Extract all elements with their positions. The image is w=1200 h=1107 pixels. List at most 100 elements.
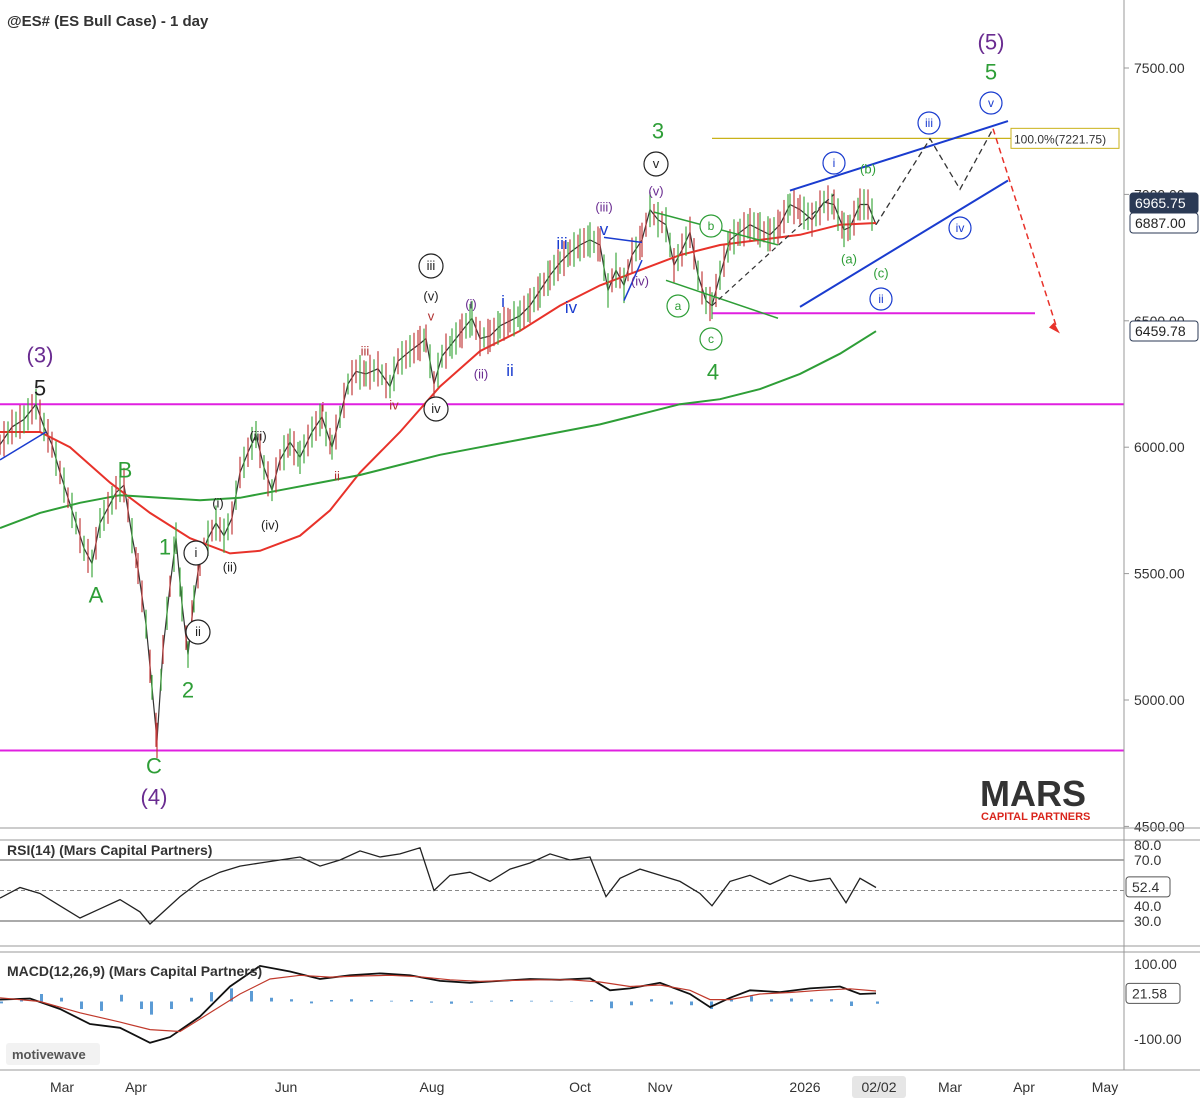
x-tick-label: Nov — [648, 1079, 673, 1095]
macd-current-label: 21.58 — [1132, 985, 1167, 1001]
macd-histogram-bar — [730, 998, 733, 1002]
wave-label-circle — [185, 619, 211, 645]
wave-label: (iv) — [631, 274, 649, 289]
wave-label-circle — [979, 91, 1003, 115]
wave-label: (5) — [978, 30, 1005, 55]
wave-label: (iii) — [249, 429, 266, 444]
rsi-panel: 80.070.0 40.030.0 52.4 — [0, 837, 1171, 929]
trend-lines — [0, 120, 1009, 461]
macd-histogram-bar — [40, 994, 43, 1002]
macd-histogram-bar — [610, 1001, 613, 1009]
wave-label-circle — [948, 216, 972, 240]
wave-label: C — [146, 754, 162, 779]
wave-label: i — [322, 400, 325, 415]
wave-label: c — [708, 332, 714, 346]
macd-histogram-bar — [390, 1000, 393, 1002]
wave-label: (iii) — [595, 200, 612, 215]
projection-down — [992, 128, 1057, 326]
rsi-tick-label: 80.0 — [1134, 837, 1161, 853]
price-bars — [0, 185, 873, 759]
trend-line — [665, 279, 779, 319]
rsi-tick-label: 30.0 — [1134, 913, 1161, 929]
wave-label-circle — [418, 253, 444, 279]
wave-label: i — [195, 545, 198, 560]
fib-label: 100.0%(7221.75) — [1014, 132, 1106, 146]
macd-panel: 100.00 -100.00 21.58 — [0, 956, 1182, 1047]
price-tick-label: 7500.00 — [1134, 60, 1185, 76]
wedge-lower — [799, 179, 1009, 308]
wave-label: iv — [565, 298, 578, 317]
price-panel: 7500.007000.006500.006000.005500.005000.… — [0, 30, 1199, 834]
macd-histogram-bar — [810, 999, 813, 1002]
macd-histogram-bar — [430, 1001, 433, 1003]
logo-tagline: CAPITAL PARTNERS — [981, 811, 1090, 823]
wave-label: iv — [956, 221, 965, 235]
x-axis: Mar Apr Jun Aug Oct Nov 2026 Mar Apr May 02/02 — [50, 1076, 1118, 1098]
wave-label: 5 — [34, 376, 46, 401]
projection-arrowhead — [1049, 322, 1060, 334]
macd-histogram-bar — [0, 1001, 3, 1004]
macd-tick-label: -100.00 — [1134, 1031, 1182, 1047]
macd-histogram-bar — [830, 999, 833, 1002]
wave-label: b — [708, 219, 715, 233]
rsi-tick-label: 40.0 — [1134, 898, 1161, 914]
wave-label: 1 — [159, 535, 171, 560]
macd-line — [0, 964, 877, 1044]
macd-histogram-bar — [170, 1001, 173, 1009]
macd-histogram-bar — [670, 1001, 673, 1005]
x-tick-label: 2026 — [789, 1079, 820, 1095]
price-label: 6965.75 — [1135, 195, 1186, 211]
wave-label: v — [653, 156, 660, 171]
wave-label: ii — [878, 292, 883, 306]
x-tick-label: Oct — [569, 1079, 591, 1095]
x-tick-label: Apr — [1013, 1079, 1035, 1095]
wave-label: iii — [556, 234, 567, 253]
wave-label-circle — [183, 540, 209, 566]
rsi-line — [0, 846, 877, 925]
macd-histogram-bar — [230, 988, 233, 1002]
watermark: motivewave — [6, 1043, 100, 1065]
wave-label-circle — [822, 151, 846, 175]
panel-frames — [0, 0, 1200, 1071]
macd-histogram-bar — [450, 1001, 453, 1004]
projection-path — [875, 128, 994, 226]
macd-histogram-bar — [140, 1001, 143, 1009]
macd-histogram-bar — [80, 1001, 83, 1009]
macd-histogram-bar — [630, 1001, 633, 1006]
macd-histogram-bar — [590, 1000, 593, 1002]
macd-histogram-bar — [150, 1001, 153, 1015]
macd-histogram-bar — [790, 998, 793, 1002]
wave-label-circle — [699, 327, 723, 351]
wave-label: (4) — [141, 785, 168, 810]
wave-label: i — [501, 292, 505, 311]
wave-label-circle — [917, 111, 941, 135]
price-tick-label: 4500.00 — [1134, 818, 1185, 834]
macd-histogram-bar — [60, 997, 63, 1002]
wave-label: 3 — [652, 119, 664, 144]
price-tick-label: 6000.00 — [1134, 439, 1185, 455]
series-ma-fast — [0, 222, 877, 555]
rsi-tick-label: 70.0 — [1134, 852, 1161, 868]
wave-label-circle — [643, 151, 669, 177]
wave-label: (3) — [27, 343, 54, 368]
wave-label: ii — [334, 469, 340, 484]
mars-logo: MARS CAPITAL PARTNERS — [980, 773, 1090, 823]
macd-histogram-bar — [330, 1000, 333, 1002]
wave-label: (v) — [648, 184, 663, 199]
macd-histogram-bar — [650, 999, 653, 1002]
rsi-current-box — [1125, 876, 1171, 898]
macd-histogram-bar — [470, 1001, 473, 1003]
macd-histogram-bar — [270, 997, 273, 1002]
macd-histogram-bar — [370, 1000, 373, 1002]
wave-label: (i) — [212, 496, 224, 511]
wave-label-circle — [699, 214, 723, 238]
macd-histogram-bar — [690, 1001, 693, 1006]
wave-label-circle — [666, 294, 690, 318]
wave-label: v — [600, 220, 609, 239]
rsi-title: RSI(14) (Mars Capital Partners) — [7, 842, 212, 858]
wave-label: (a) — [841, 252, 857, 267]
macd-histogram-bar — [350, 999, 353, 1002]
wave-label: A — [89, 583, 104, 608]
price-tick-label: 5500.00 — [1134, 566, 1185, 582]
